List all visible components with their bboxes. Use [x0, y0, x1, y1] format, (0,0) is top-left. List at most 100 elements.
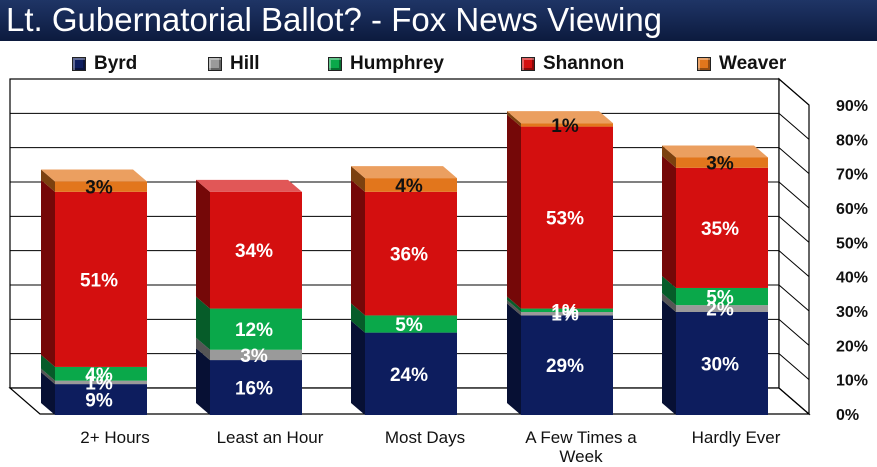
bar-top [41, 169, 147, 182]
bar-top [196, 179, 302, 192]
bar-segment-weaver [365, 178, 457, 192]
data-label-shannon: 51% [80, 270, 118, 291]
bar-side-weaver [662, 145, 676, 168]
gridline-side [778, 387, 810, 415]
data-label-byrd: 9% [85, 391, 113, 412]
side-wall [778, 77, 810, 416]
bar-side-weaver [41, 169, 55, 192]
bar-segment-humphrey [55, 366, 147, 381]
data-label-humphrey: 5% [706, 288, 734, 309]
bar-side-hill [662, 293, 676, 312]
gridline-side [778, 147, 810, 175]
bar-segment-byrd [210, 360, 302, 415]
bar-segment-weaver [676, 157, 768, 168]
gridline-side [778, 284, 810, 312]
bar-side-byrd [351, 320, 365, 415]
legend-item-humphrey: Humphrey [328, 52, 444, 76]
bar-segment-shannon [676, 167, 768, 288]
legend-item-hill: Hill [208, 52, 260, 76]
legend-label: Hill [230, 53, 260, 74]
legend-item-weaver: Weaver [697, 52, 786, 76]
data-label-humphrey: 1% [551, 301, 579, 322]
bar-side-humphrey [507, 296, 521, 312]
y-tick-label: 50% [836, 235, 868, 252]
gridline-side [778, 353, 810, 381]
legend-swatch [72, 57, 86, 71]
bar-segment-humphrey [365, 315, 457, 333]
bar-segment-shannon [55, 191, 147, 367]
data-label-weaver: 4% [395, 176, 423, 197]
bar-side-hill [196, 337, 210, 361]
data-label-byrd: 30% [701, 355, 739, 376]
y-tick-label: 30% [836, 304, 868, 321]
x-category-label: Most Days [385, 428, 465, 447]
gridline-side [778, 318, 810, 346]
data-label-humphrey: 4% [85, 365, 113, 386]
bar-segment-byrd [521, 315, 613, 415]
bar-side-shannon [41, 179, 55, 367]
bar-segment-byrd [365, 332, 457, 415]
legend-item-byrd: Byrd [72, 52, 137, 76]
bar-top [351, 166, 457, 179]
y-tick-label: 90% [836, 98, 868, 115]
data-label-shannon: 34% [235, 241, 273, 262]
y-tick-label: 10% [836, 373, 868, 390]
data-label-humphrey: 12% [235, 320, 273, 341]
bar-segment-humphrey [676, 287, 768, 306]
bar-side-humphrey [662, 275, 676, 306]
bar-segment-shannon [365, 191, 457, 316]
bar-segment-byrd [55, 384, 147, 415]
data-label-byrd: 29% [546, 356, 584, 377]
y-tick-label: 80% [836, 132, 868, 149]
bar-segment-hill [55, 380, 147, 385]
data-label-shannon: 53% [546, 209, 584, 230]
data-label-hill: 2% [706, 300, 734, 321]
bar-top [507, 111, 613, 124]
bar-side-byrd [196, 348, 210, 415]
legend-swatch [697, 57, 711, 71]
legend-swatch [521, 57, 535, 71]
data-label-shannon: 36% [390, 245, 428, 266]
data-label-hill: 1% [85, 373, 113, 394]
bar-top [662, 145, 768, 158]
legend-label: Shannon [543, 53, 625, 74]
x-category-label: Least an Hour [217, 428, 324, 447]
gridline-side [778, 181, 810, 209]
data-label-weaver: 3% [706, 154, 734, 175]
bar-side-hill [507, 300, 521, 316]
bar-side-shannon [351, 179, 365, 316]
x-category-label: A Few Times a [525, 428, 637, 447]
data-label-byrd: 16% [235, 379, 273, 400]
x-category-label: 2+ Hours [80, 428, 149, 447]
bar-side-shannon [662, 155, 676, 288]
bar-side-shannon [196, 179, 210, 309]
bar-side-humphrey [41, 354, 55, 381]
bar-side-weaver [507, 111, 521, 127]
bar-side-byrd [41, 372, 55, 415]
bar-segment-humphrey [210, 308, 302, 350]
bar-segment-shannon [521, 126, 613, 309]
bar-segment-hill [521, 312, 613, 316]
legend: Byrd Hill Humphrey Shannon Weaver [0, 50, 877, 78]
data-label-hill: 1% [551, 305, 579, 326]
y-tick-label: 60% [836, 201, 868, 218]
x-category-label: Hardly Ever [692, 428, 781, 447]
y-tick-label: 20% [836, 338, 868, 355]
title-bar: Lt. Gubernatorial Ballot? - Fox News Vie… [0, 0, 877, 41]
y-tick-label: 40% [836, 270, 868, 287]
bar-segment-weaver [521, 123, 613, 127]
legend-label: Byrd [94, 53, 138, 74]
bar-side-byrd [507, 303, 521, 415]
bar-side-byrd [662, 300, 676, 415]
bar-segment-hill [676, 305, 768, 312]
chart-title: Lt. Gubernatorial Ballot? - Fox News Vie… [6, 1, 663, 38]
bar-side-weaver [351, 166, 365, 192]
legend-item-shannon: Shannon [521, 52, 624, 76]
y-tick-label: 70% [836, 167, 868, 184]
legend-swatch [208, 57, 222, 71]
bar-side-shannon [507, 114, 521, 309]
data-label-hill: 3% [240, 346, 268, 367]
gridline-side [778, 215, 810, 243]
data-label-byrd: 24% [390, 365, 428, 386]
